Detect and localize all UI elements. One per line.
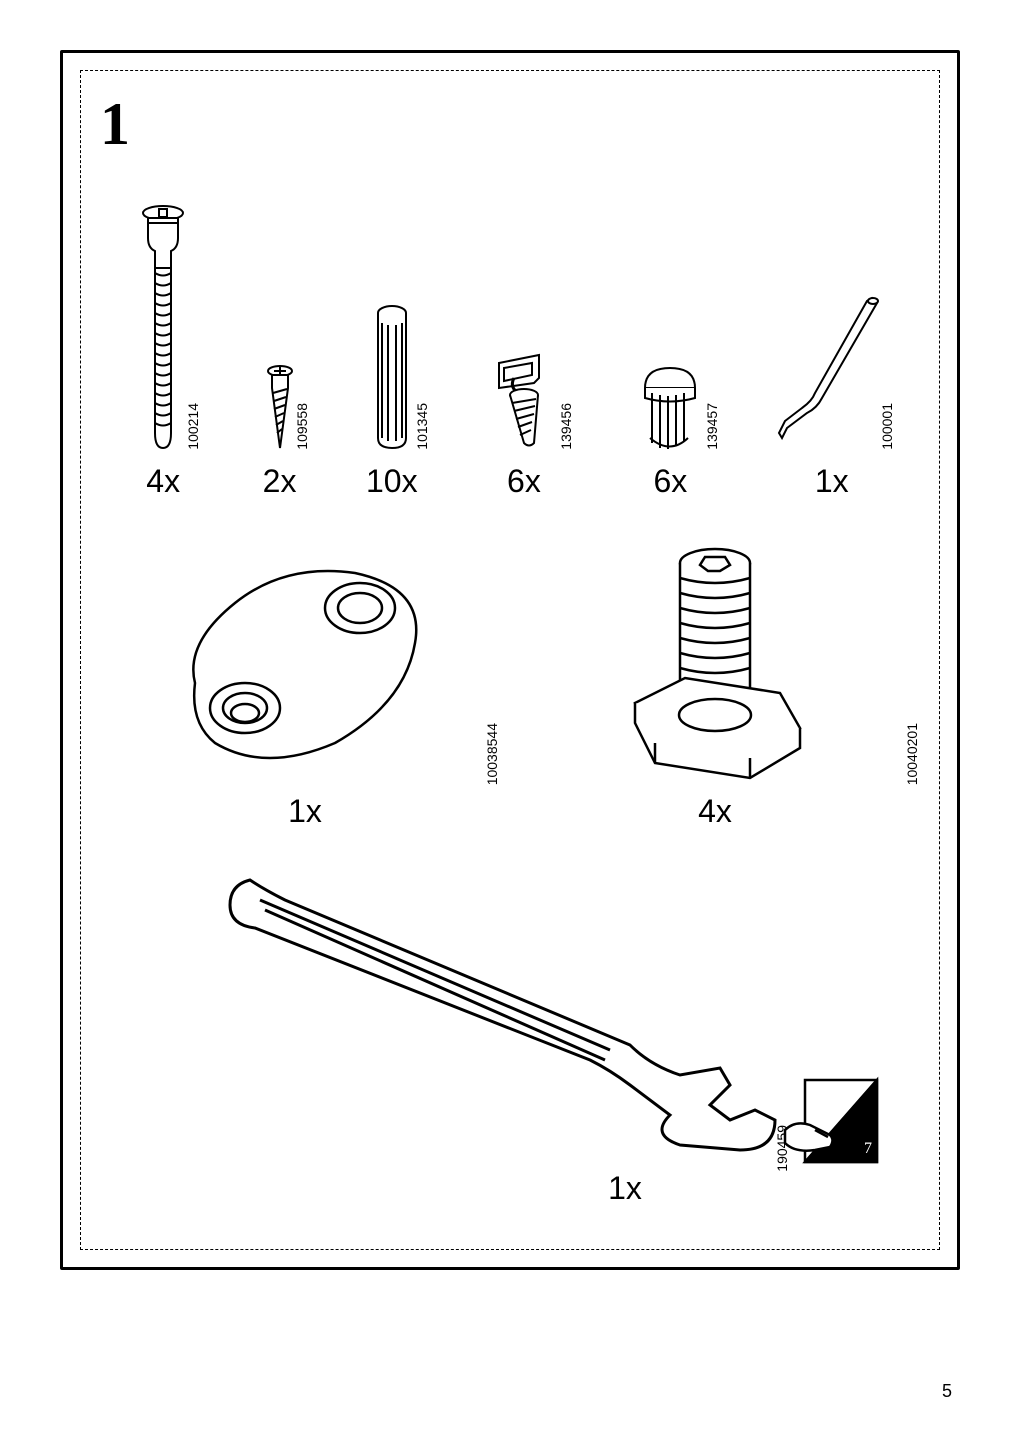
- hardware-row-2: 10038544 1x: [100, 530, 920, 830]
- part-id-label: 139456: [558, 403, 574, 450]
- step-number: 1: [100, 90, 130, 159]
- part-id-label: 10040201: [904, 723, 920, 785]
- quantity-label: 6x: [653, 463, 687, 500]
- part-109558: 109558 2x: [260, 363, 300, 500]
- part-139457: 139457 6x: [630, 363, 710, 500]
- part-id-label: 10038544: [484, 723, 500, 785]
- quantity-label: 2x: [263, 463, 297, 500]
- quantity-label: 4x: [146, 463, 180, 500]
- quantity-label: 4x: [698, 793, 732, 830]
- quantity-label: 10x: [366, 463, 418, 500]
- part-139456: 139456 6x: [484, 353, 564, 500]
- hex-bolt-icon: [605, 543, 825, 783]
- quantity-label: 1x: [288, 793, 322, 830]
- part-id-label: 100214: [185, 403, 201, 450]
- quantity-label: 1x: [815, 463, 849, 500]
- dowel-icon: [372, 303, 412, 453]
- cam-bolt-icon: [484, 353, 564, 453]
- part-101345: 101345 10x: [366, 303, 418, 500]
- part-id-label: 109558: [294, 403, 310, 450]
- part-id-label: 100001: [879, 403, 895, 450]
- part-100001: 100001 1x: [777, 293, 887, 500]
- hardware-row-1: 100214 4x: [100, 170, 920, 500]
- allen-key-icon: [777, 293, 887, 453]
- see-page-reference: 7: [780, 1075, 880, 1170]
- mounting-plate-icon: [155, 543, 455, 783]
- part-id-label: 139457: [704, 403, 720, 450]
- page-frame: 1: [60, 50, 960, 1270]
- part-10038544: 10038544 1x: [100, 543, 510, 830]
- part-10040201: 10040201 4x: [510, 543, 920, 830]
- content-area: 100214 4x: [100, 150, 920, 1230]
- quantity-label: 1x: [608, 1170, 642, 1207]
- cam-lock-icon: [630, 363, 710, 453]
- part-100214: 100214 4x: [133, 203, 193, 500]
- page-number: 5: [942, 1381, 952, 1402]
- page-ref-number: 7: [864, 1140, 872, 1157]
- part-id-label: 101345: [414, 403, 430, 450]
- quantity-label: 6x: [507, 463, 541, 500]
- hardware-row-3: 190459 1x 7: [100, 850, 920, 1210]
